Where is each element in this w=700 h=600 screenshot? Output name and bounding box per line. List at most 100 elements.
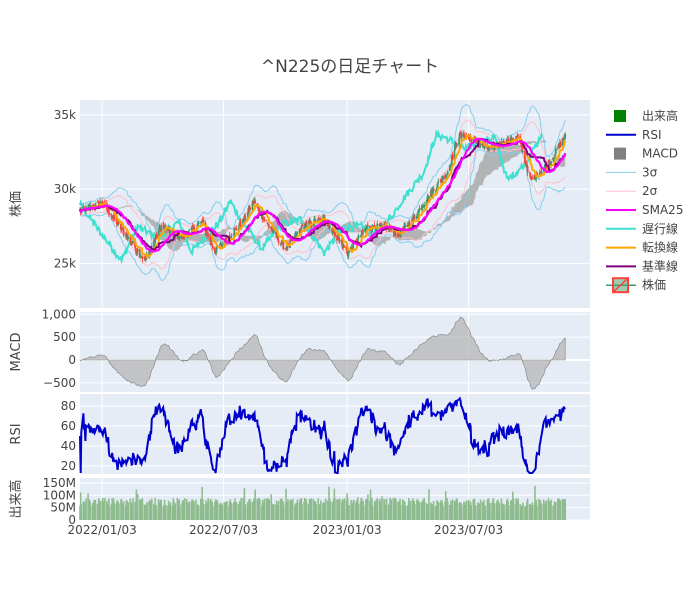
candle-body (183, 233, 186, 237)
candlestick (160, 223, 163, 233)
candle-body (360, 230, 363, 236)
candle-body (210, 241, 213, 245)
candle-body (450, 163, 452, 166)
candle-body (220, 242, 222, 244)
volume-bar (243, 488, 246, 520)
volume-bar (465, 500, 468, 520)
volume-bar (263, 498, 266, 520)
legend-swatch (612, 277, 629, 293)
legend-item: 出来高 (614, 108, 678, 123)
volume-bar (451, 499, 454, 520)
volume-bar (493, 503, 496, 520)
candlestick (249, 207, 252, 210)
candle-body (300, 225, 303, 233)
candle-body (345, 246, 348, 251)
candle-body (472, 139, 475, 142)
candle-body (525, 161, 528, 167)
candlestick (442, 174, 444, 184)
candlestick (357, 233, 360, 240)
candle-body (450, 155, 453, 165)
volume-bar (174, 503, 177, 520)
candle-body (101, 200, 104, 204)
candle-body (108, 213, 111, 216)
volume-bar (498, 503, 501, 520)
volume-bar (165, 505, 167, 520)
candle-body (446, 171, 449, 175)
volume-bar (113, 502, 116, 520)
candle-body (252, 200, 255, 204)
legend-swatch (614, 110, 626, 122)
volume-bar (442, 506, 444, 520)
candle-body (312, 224, 315, 226)
panel-price-axis-title: 株価 (9, 191, 24, 217)
candle-body (538, 172, 541, 176)
volume-bar (432, 501, 435, 520)
candle-body (530, 177, 533, 179)
panel-rsi-ytick-label: 60 (61, 419, 76, 433)
volume-bar (334, 498, 336, 520)
candle-body (529, 172, 532, 178)
volume-bar (99, 500, 101, 520)
candle-body (376, 223, 379, 230)
candle-body (209, 240, 212, 242)
candle-body (550, 161, 552, 166)
candlestick (136, 247, 139, 256)
candle-body (244, 215, 246, 220)
candlestick (346, 248, 348, 255)
candlestick (516, 132, 519, 138)
candle-body (270, 226, 273, 230)
candle-body (408, 221, 411, 227)
candle-body (141, 256, 144, 259)
candle-body (120, 228, 123, 231)
candle-body (310, 225, 313, 227)
candle-body (268, 226, 271, 228)
candle-body (534, 174, 536, 176)
candle-body (515, 136, 518, 140)
candle-body (331, 227, 334, 234)
volume-bar (273, 504, 275, 520)
candle-body (251, 201, 254, 211)
candle-body (185, 234, 188, 236)
volume-bar (526, 498, 529, 520)
candle-body (122, 229, 125, 235)
panel-rsi: 20 40 60 80 RSI (9, 394, 590, 474)
candle-body (193, 226, 195, 230)
volume-bar (418, 502, 421, 520)
candlestick (106, 209, 109, 213)
candle-body (436, 183, 439, 187)
volume-bar (534, 485, 536, 520)
candlestick (268, 223, 271, 228)
legend-item: 3σ (606, 165, 658, 179)
volume-bar (212, 505, 214, 520)
candle-body (343, 246, 346, 248)
candlestick (446, 170, 449, 176)
volume-bar (155, 505, 158, 520)
panel-price-background (80, 100, 590, 308)
candle-body (556, 147, 559, 149)
candle-body (328, 225, 330, 227)
candle-body (160, 225, 163, 231)
candle-body (242, 218, 244, 227)
volume-bar (423, 497, 426, 520)
candle-body (238, 226, 240, 228)
legend-label: 遅行線 (642, 221, 678, 236)
volume-bar (118, 503, 120, 520)
volume-bar (282, 501, 285, 520)
candlestick (362, 228, 365, 237)
candle-body (257, 206, 260, 212)
volume-bar (550, 499, 552, 520)
candle-body (313, 218, 316, 224)
volume-bar (409, 500, 411, 520)
candle-body (323, 217, 326, 218)
volume-bar (188, 501, 191, 520)
candle-body (280, 242, 283, 244)
panel-volume-ytick-label: 0 (68, 513, 76, 527)
candle-body (364, 228, 367, 233)
candle-body (144, 256, 146, 261)
candlestick (99, 198, 102, 204)
x-tick-label: 2023/07/03 (434, 523, 503, 537)
panel-volume-axis-title: 出来高 (8, 479, 24, 518)
candle-body (199, 221, 202, 223)
candle-body (130, 242, 132, 244)
